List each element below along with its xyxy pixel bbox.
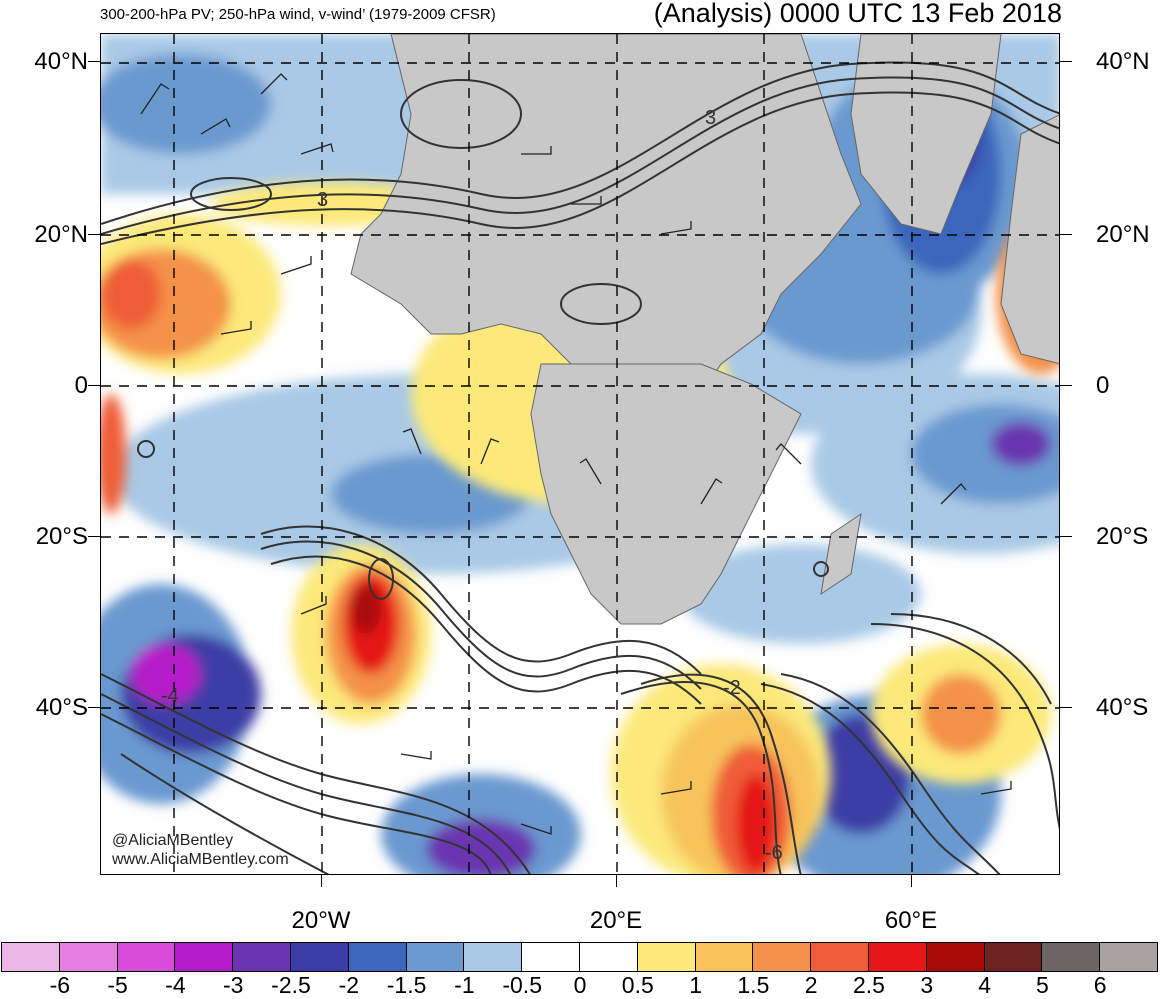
frame-tick (1060, 234, 1072, 235)
land-mass (350, 34, 1059, 625)
credit-handle: @AliciaMBentley (112, 832, 234, 849)
colorbar-cell (810, 942, 869, 972)
lat-label-20s-right: 20°S (1096, 523, 1149, 550)
colorbar-cell (289, 942, 349, 972)
colorbar-label: 1.5 (737, 972, 770, 998)
frame-tick (616, 875, 617, 887)
colorbar-label: -3 (222, 972, 244, 998)
frame-tick (88, 707, 100, 708)
colorbar-label: -1.5 (386, 972, 427, 998)
colorbar-label: -6 (49, 972, 71, 998)
contour-label: -4 (161, 685, 179, 707)
colorbar-label: -5 (107, 972, 128, 998)
colorbar-cell (232, 942, 291, 972)
frame-tick (88, 234, 100, 235)
colorbar-label: 1 (689, 972, 702, 998)
colorbar-cell (1041, 942, 1101, 972)
contour-label: -2 (723, 677, 741, 699)
colorbar-cell (116, 942, 176, 972)
map-title-right: (Analysis) 0000 UTC 13 Feb 2018 (653, 0, 1062, 28)
map-frame: 3 3 -4 -2 -6 (100, 33, 1060, 875)
colorbar-label: -4 (165, 972, 186, 998)
frame-tick (88, 536, 100, 537)
lat-label-40n-right: 40°N (1096, 48, 1150, 75)
contour-lines (101, 61, 1059, 874)
lon-label-60e: 60°E (884, 907, 938, 934)
colorbar-cell (1, 942, 60, 972)
lat-label-40s-right: 40°S (1096, 694, 1149, 721)
colorbar-label: -2 (338, 972, 360, 998)
colorbar-label: -2.5 (271, 972, 311, 998)
colorbar-cell (521, 942, 580, 972)
colorbar-cell (983, 942, 1043, 972)
lat-label-40s: 40°S (35, 694, 88, 721)
contour-label: 3 (705, 107, 716, 129)
colorbar-cell (405, 942, 465, 972)
colorbar-label: 0.5 (621, 972, 654, 998)
lon-label-20w: 20°W (291, 907, 351, 934)
frame-tick (88, 61, 100, 62)
colorbar-cell (925, 942, 985, 972)
colorbar-cell (752, 942, 812, 972)
colorbar-cell (694, 942, 754, 972)
colorbar-cell (636, 942, 696, 972)
frame-tick (321, 875, 322, 887)
colorbar-label: -0.5 (502, 972, 542, 998)
lat-label-20n: 20°N (34, 221, 88, 248)
frame-tick (1060, 707, 1072, 708)
lat-label-equator: 0 (74, 372, 88, 399)
colorbar-cell (58, 942, 118, 972)
frame-tick (1060, 385, 1072, 386)
colorbar (1, 942, 1158, 972)
contour-label-group: 3 3 -4 -2 -6 (161, 107, 783, 864)
lon-label-20e: 20°E (589, 907, 643, 934)
colorbar-cell (1099, 942, 1158, 972)
colorbar-label: 2 (804, 972, 818, 998)
wind-barbs (140, 73, 1012, 835)
colorbar-cell (463, 942, 523, 972)
frame-tick (1060, 61, 1072, 62)
colorbar-label: 6 (1093, 972, 1107, 998)
map-plot: 3 3 -4 -2 -6 (101, 34, 1059, 874)
frame-tick (1060, 536, 1072, 537)
lat-lon-grid (101, 34, 1059, 874)
lat-label-equator-right: 0 (1096, 372, 1110, 399)
colorbar-cell (347, 942, 407, 972)
map-title-left: 300-200-hPa PV; 250-hPa wind, v-wind’ (1… (100, 6, 496, 23)
lat-label-20n-right: 20°N (1096, 221, 1150, 248)
colorbar-label: 2.5 (853, 972, 885, 998)
colorbar-label: 3 (920, 972, 934, 998)
lat-label-20s: 20°S (35, 523, 88, 550)
lat-label-40n: 40°N (34, 48, 88, 75)
frame-tick (911, 875, 912, 887)
colorbar-cell (578, 942, 638, 972)
contour-label: 3 (317, 189, 328, 211)
colorbar-label: 0 (573, 972, 587, 998)
colorbar-label: 5 (1035, 972, 1049, 998)
colorbar-label: 4 (978, 972, 991, 998)
colorbar-cell (174, 942, 234, 972)
credit-site: www.AliciaMBentley.com (112, 851, 289, 868)
frame-tick (88, 385, 100, 386)
colorbar-label: -1 (454, 972, 475, 998)
contour-label: -6 (765, 842, 783, 864)
colorbar-cell (867, 942, 927, 972)
